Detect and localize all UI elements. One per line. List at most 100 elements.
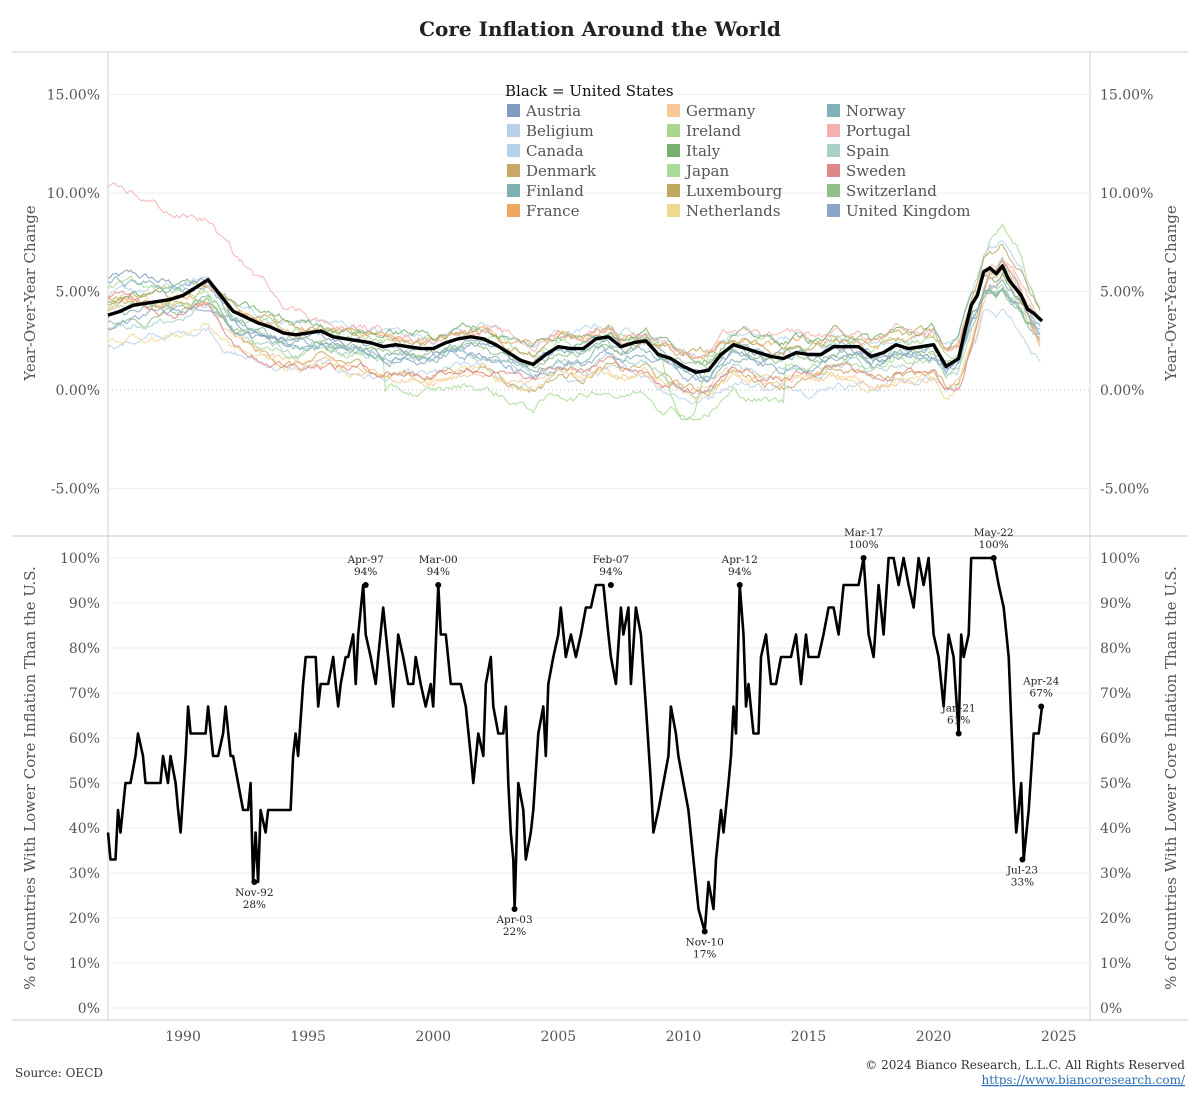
annotation-marker	[990, 555, 997, 561]
bottom-y-tick-label-right: 80%	[1100, 641, 1131, 657]
annotation-marker	[860, 555, 867, 561]
annotation-date-label: Apr-97	[347, 554, 384, 566]
annotation-value-label: 28%	[243, 899, 266, 911]
legend-swatch-switzerland	[827, 184, 840, 197]
legend-label-ireland: Ireland	[686, 122, 741, 140]
website-link[interactable]: https://www.biancoresearch.com/	[981, 1073, 1185, 1087]
annotation-value-label: 33%	[1011, 877, 1034, 889]
legend-label-spain: Spain	[846, 142, 890, 160]
country-line-switzerland	[107, 288, 1041, 369]
country-lines-group	[107, 182, 1041, 421]
share-lower-than-us-line	[106, 556, 1044, 933]
top-y-tick-label-left: 15.00%	[47, 88, 100, 104]
legend-swatch-ireland	[667, 124, 680, 137]
annotation-value-label: 17%	[693, 949, 716, 961]
country-line-sweden	[107, 259, 1041, 395]
bottom-y-tick-label-right: 60%	[1100, 731, 1131, 747]
bottom-y-tick-label-right: 70%	[1100, 686, 1131, 702]
annotation-value-label: 94%	[354, 566, 377, 578]
legend-label-netherlands: Netherlands	[686, 202, 780, 220]
annotation-marker	[607, 582, 614, 588]
legend-label-austria: Austria	[525, 102, 581, 120]
top-y-tick-label-right: 10.00%	[1100, 186, 1153, 202]
legend-label-canada: Canada	[526, 142, 584, 160]
country-line-portugal	[107, 182, 1041, 360]
chart-title: Core Inflation Around the World	[419, 17, 781, 41]
bottom-y-tick-label-right: 40%	[1100, 821, 1131, 837]
annotation-value-label: 22%	[503, 926, 526, 938]
annotation-value-label: 100%	[979, 539, 1009, 551]
top-y-tick-label-right: 15.00%	[1100, 88, 1153, 104]
annotation-value-label: 94%	[599, 566, 622, 578]
x-tick-label: 1995	[290, 1029, 326, 1045]
annotation-date-label: Mar-17	[844, 527, 883, 539]
country-line-netherlands	[107, 261, 1041, 402]
legend-swatch-beligium	[507, 124, 520, 137]
annotation-marker	[251, 879, 258, 885]
x-tick-label: 2010	[666, 1029, 702, 1045]
annotation-date-label: Nov-92	[235, 887, 273, 899]
annotation-date-label: Apr-12	[721, 554, 758, 566]
us-core-inflation-line	[107, 264, 1044, 374]
legend-label-japan: Japan	[684, 162, 730, 180]
legend-label-germany: Germany	[686, 102, 756, 120]
bottom-y-tick-label-left: 60%	[69, 731, 100, 747]
legend-swatch-spain	[827, 144, 840, 157]
copyright-note: © 2024 Bianco Research, L.L.C. All Right…	[865, 1058, 1185, 1072]
annotation-date-label: Apr-03	[495, 914, 532, 926]
legend-swatch-japan	[667, 164, 680, 177]
legend-swatch-canada	[507, 144, 520, 157]
top-y-tick-label-right: -5.00%	[1100, 482, 1149, 498]
bottom-y-tick-label-right: 30%	[1100, 866, 1131, 882]
country-line-norway	[107, 275, 1041, 382]
annotation-marker	[435, 582, 442, 588]
annotation-date-label: Nov-10	[686, 937, 724, 949]
annotation-date-label: Jan-21	[941, 703, 976, 715]
annotation-marker	[736, 582, 743, 588]
bottom-y-tick-label-right: 0%	[1100, 1001, 1122, 1017]
legend-swatch-united-kingdom	[827, 204, 840, 217]
legend-label-sweden: Sweden	[846, 162, 906, 180]
legend-swatch-norway	[827, 104, 840, 117]
legend-label-united-kingdom: United Kingdom	[846, 202, 971, 220]
annotation-marker	[701, 928, 708, 935]
country-line-austria	[107, 269, 1041, 375]
bottom-y-tick-label-right: 90%	[1100, 596, 1131, 612]
top-y-tick-label-left: 0.00%	[56, 383, 100, 399]
bottom-y-axis-title-right: % of Countries With Lower Core Inflation…	[1162, 566, 1180, 990]
bottom-y-tick-label-left: 20%	[69, 911, 100, 927]
annotation-value-label: 100%	[849, 539, 879, 551]
top-y-tick-label-left: 5.00%	[56, 285, 100, 301]
annotation-marker	[1038, 703, 1045, 710]
bottom-y-tick-label-left: 50%	[69, 776, 100, 792]
legend-label-portugal: Portugal	[846, 122, 911, 140]
legend-swatch-italy	[667, 144, 680, 157]
top-y-tick-label-right: 5.00%	[1100, 285, 1144, 301]
bottom-y-tick-label-right: 10%	[1100, 956, 1131, 972]
bottom-y-tick-label-left: 90%	[69, 596, 100, 612]
annotation-date-label: May-22	[974, 527, 1014, 539]
legend-swatch-france	[507, 204, 520, 217]
annotation-marker	[955, 730, 962, 737]
legend-label-beligium: Beligium	[526, 122, 594, 140]
legend-swatch-austria	[507, 104, 520, 117]
bottom-y-tick-label-left: 40%	[69, 821, 100, 837]
bottom-y-tick-label-left: 80%	[69, 641, 100, 657]
annotation-value-label: 61%	[947, 715, 970, 727]
bottom-y-tick-label-right: 50%	[1100, 776, 1131, 792]
x-tick-label: 2000	[415, 1029, 451, 1045]
bottom-y-axis-title-left: % of Countries With Lower Core Inflation…	[21, 566, 39, 990]
bottom-y-tick-label-left: 0%	[78, 1001, 100, 1017]
bottom-y-tick-label-left: 10%	[69, 956, 100, 972]
annotation-value-label: 67%	[1030, 688, 1053, 700]
legend-swatch-netherlands	[667, 204, 680, 217]
bottom-y-tick-label-right: 100%	[1100, 551, 1140, 567]
annotation-date-label: Mar-00	[419, 554, 458, 566]
country-line-canada	[107, 240, 1041, 360]
top-y-tick-label-right: 0.00%	[1100, 383, 1144, 399]
top-y-tick-label-left: 10.00%	[47, 186, 100, 202]
bottom-y-tick-label-left: 100%	[60, 551, 100, 567]
legend-label-denmark: Denmark	[526, 162, 597, 180]
country-line-japan	[107, 275, 1041, 421]
legend-label-italy: Italy	[686, 142, 721, 160]
